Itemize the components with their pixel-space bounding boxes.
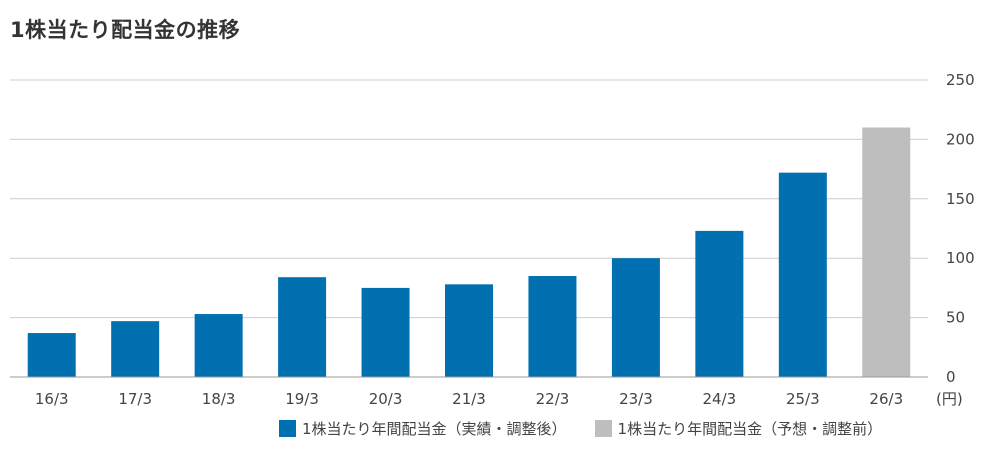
x-tick-label: 21/3 <box>452 390 486 408</box>
bar-22-3 <box>528 276 577 377</box>
x-tick-label: 25/3 <box>786 390 820 408</box>
bar-24-3 <box>695 230 744 377</box>
y-tick-label: 250 <box>946 71 975 89</box>
x-tick-label: 20/3 <box>369 390 403 408</box>
bar-26-3 <box>862 127 911 378</box>
y-tick-label: 100 <box>946 249 975 267</box>
bar-16-3 <box>27 333 76 377</box>
legend-item-actual: 1株当たり年間配当金（実績・調整後） <box>279 418 567 439</box>
legend-swatch-forecast <box>594 420 612 437</box>
x-tick-label: 24/3 <box>703 390 737 408</box>
y-tick-label: 200 <box>946 130 975 148</box>
bar-23-3 <box>611 258 660 377</box>
chart-legend: 1株当たり年間配当金（実績・調整後） 1株当たり年間配当金（予想・調整前） <box>279 418 910 439</box>
bar-20-3 <box>361 287 410 377</box>
legend-swatch-actual <box>279 420 296 437</box>
bar-18-3 <box>194 314 243 377</box>
bar-19-3 <box>278 277 327 377</box>
legend-item-forecast: 1株当たり年間配当金（予想・調整前） <box>594 418 883 439</box>
y-tick-label: 150 <box>946 190 975 208</box>
bar-25-3 <box>778 172 827 377</box>
x-tick-label: 16/3 <box>35 390 69 408</box>
x-tick-label: 22/3 <box>536 390 570 408</box>
y-tick-label: 50 <box>946 309 965 327</box>
x-tick-label: 17/3 <box>118 390 152 408</box>
bar-17-3 <box>111 321 160 377</box>
legend-label-actual: 1株当たり年間配当金（実績・調整後） <box>302 420 567 438</box>
x-tick-label: 18/3 <box>202 390 236 408</box>
y-tick-label: 0 <box>946 368 956 386</box>
chart-title: 1株当たり配当金の推移 <box>10 18 241 42</box>
y-unit-label: (円) <box>936 390 963 408</box>
x-tick-label: 23/3 <box>619 390 653 408</box>
bar-21-3 <box>445 284 493 377</box>
x-tick-label: 26/3 <box>869 390 903 408</box>
legend-label-forecast: 1株当たり年間配当金（予想・調整前） <box>617 420 883 438</box>
x-tick-label: 19/3 <box>285 390 319 408</box>
